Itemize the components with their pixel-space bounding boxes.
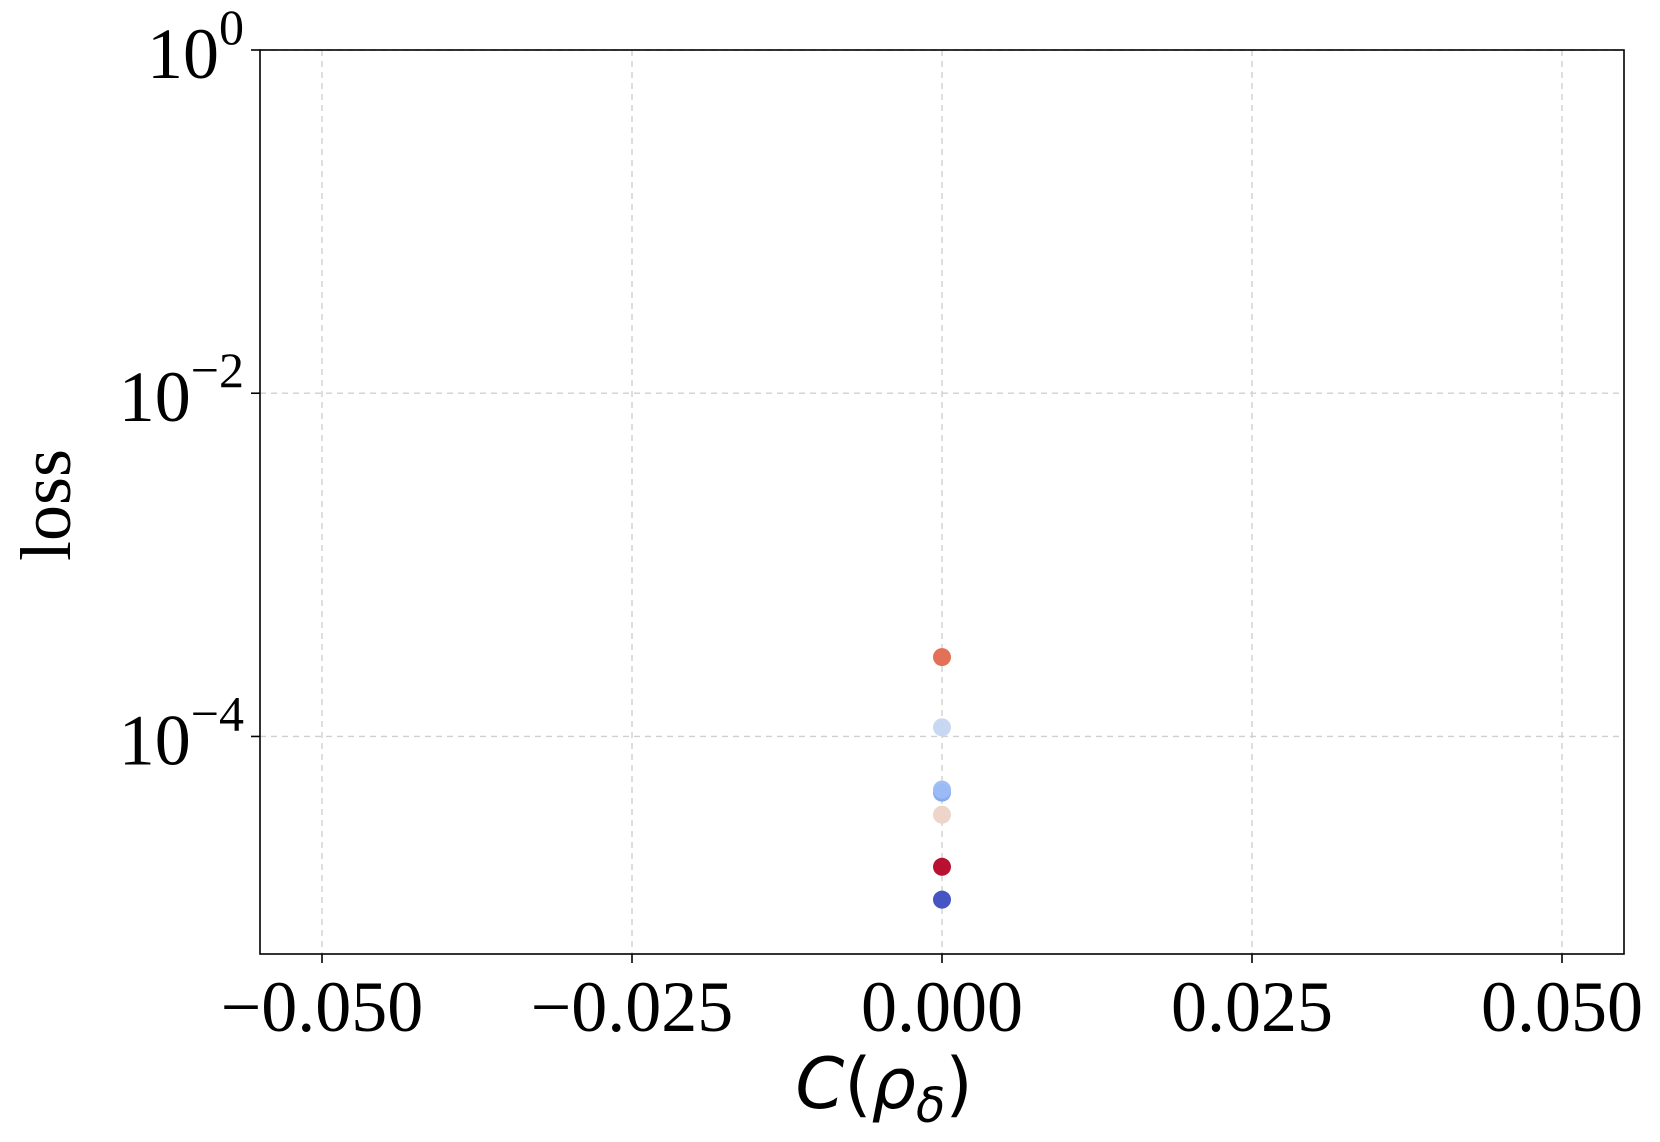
y-tick-base: 10 [119, 357, 191, 437]
x-tick-label: 0.025 [1171, 967, 1333, 1047]
data-point [933, 718, 951, 737]
y-tick-exponent: −4 [191, 685, 244, 741]
data-point [933, 648, 951, 667]
x-ticks: −0.050 −0.025 0.000 0.025 0.050 [221, 954, 1643, 1047]
x-axis-label-rho: ρ [872, 1043, 916, 1125]
x-tick-label: −0.050 [221, 967, 424, 1047]
data-point [933, 890, 951, 909]
y-axis-label: loss [6, 449, 86, 561]
y-tick-exponent: −2 [191, 342, 244, 398]
y-tick-exponent: 0 [219, 0, 244, 55]
x-axis-label-c: C [795, 1043, 844, 1125]
y-tick-label: 10−4 [119, 685, 244, 780]
x-axis-label-sub: δ [916, 1078, 945, 1134]
data-point [933, 805, 951, 824]
x-axis-label-open: ( [844, 1043, 871, 1125]
x-axis-label-close: ) [945, 1043, 972, 1125]
x-tick-label: −0.025 [531, 967, 734, 1047]
y-tick-label: 10−2 [119, 342, 244, 437]
y-tick-label: 100 [147, 0, 244, 94]
y-tick-base: 10 [147, 14, 219, 94]
data-points [933, 648, 951, 909]
y-tick-base: 10 [119, 700, 191, 780]
data-point [933, 857, 951, 876]
x-axis-label: C(ρδ) [795, 1043, 972, 1134]
x-tick-label: 0.050 [1481, 967, 1643, 1047]
data-point [933, 780, 951, 799]
x-tick-label: 0.000 [861, 967, 1023, 1047]
